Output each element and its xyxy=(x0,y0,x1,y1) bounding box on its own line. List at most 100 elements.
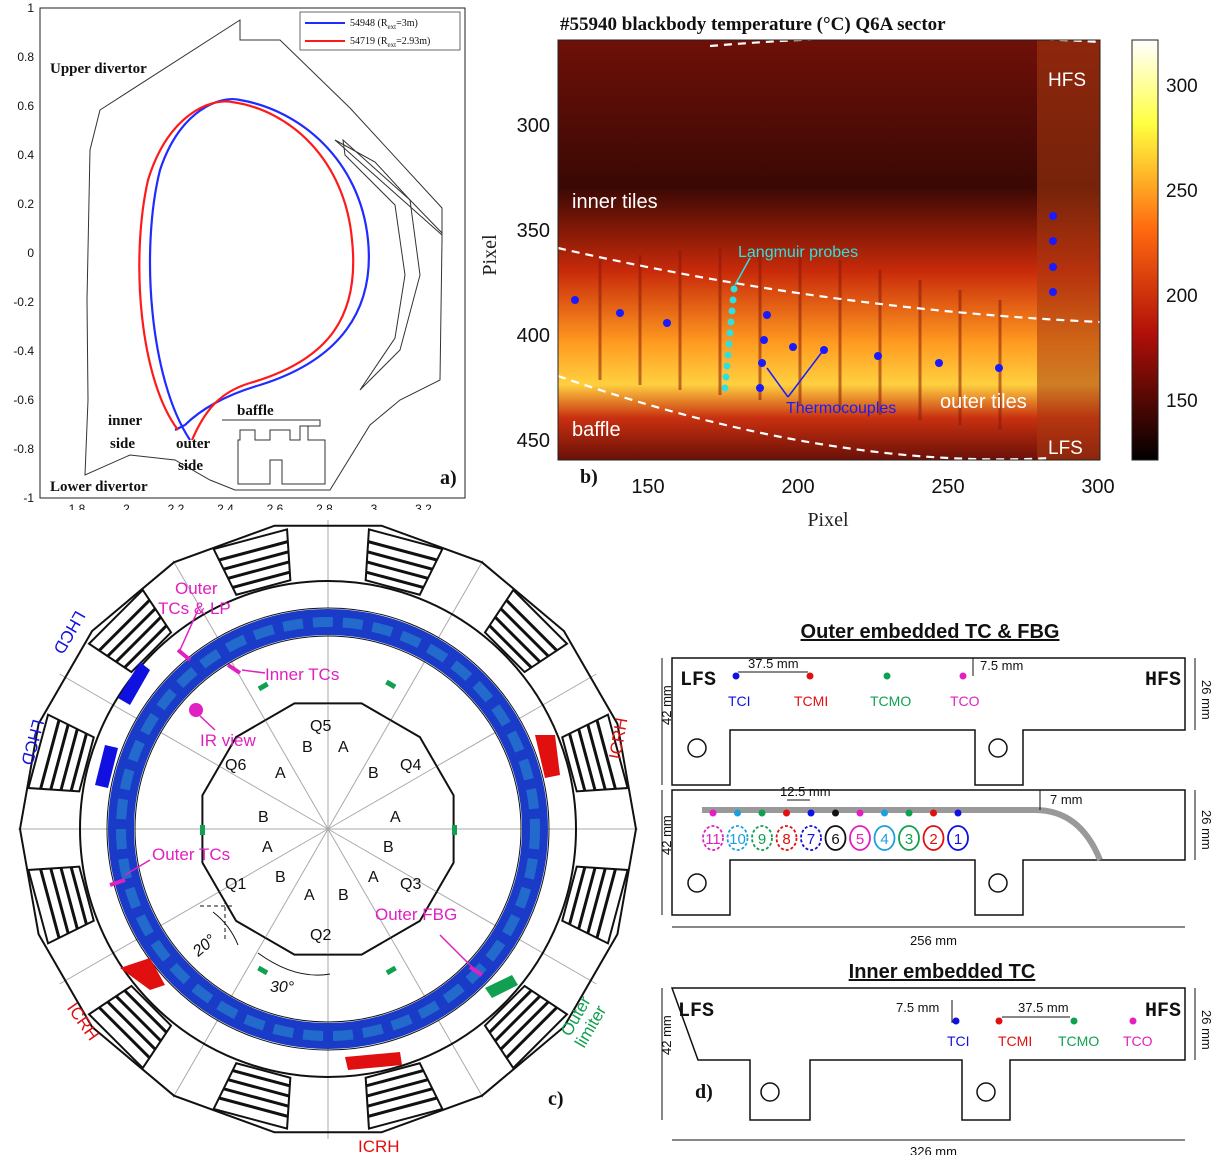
panel-a-ytick: -0.2 xyxy=(13,295,34,309)
angle-20-label: 20° xyxy=(189,931,220,961)
panel-a-label: a) xyxy=(440,467,457,489)
panel-a-legend: 54948 (Rext=3m) 54719 (Rext=2.93m) xyxy=(299,11,461,51)
colorbar-ticks: 300 250 200 150 xyxy=(1166,76,1198,412)
svg-text:7.5 mm: 7.5 mm xyxy=(896,1000,939,1015)
fbg-sensor-8 xyxy=(775,825,798,851)
inner-tcs-label: Inner TCs xyxy=(265,665,339,684)
panel-b-xtick: 200 xyxy=(781,476,814,498)
panel-a-xtick: 2.8 xyxy=(316,502,333,510)
svg-text:TCO: TCO xyxy=(950,693,980,709)
svg-text:side: side xyxy=(110,436,135,452)
langmuir-probe-dots xyxy=(721,285,738,392)
sector-q2: Q2 xyxy=(310,927,331,944)
panel-b-ylabel: Pixel xyxy=(479,234,501,276)
thermocouples-label: Thermocouples xyxy=(786,400,896,417)
panel-a-ytick: 0 xyxy=(27,246,34,260)
panel-d-diagram: Outer embedded TC & FBG LFS HFS 37.5 mm … xyxy=(659,621,1214,1155)
svg-text:26 mm: 26 mm xyxy=(1199,810,1214,850)
svg-text:12.5 mm: 12.5 mm xyxy=(780,784,831,799)
sub-sector-label: A xyxy=(262,839,273,856)
panel-b-label: b) xyxy=(580,466,598,488)
sub-sector-label: B xyxy=(368,765,379,782)
svg-text:TCMI: TCMI xyxy=(998,1033,1032,1049)
inner-embedded-title: Inner embedded TC xyxy=(849,961,1036,983)
svg-text:TCI: TCI xyxy=(728,693,751,709)
panel-a-ytick: 0.2 xyxy=(17,197,34,211)
sub-sector-label: A xyxy=(338,739,349,756)
lower-divertor-label: Lower divertor xyxy=(50,479,148,495)
fbg-sensor-10 xyxy=(726,825,749,851)
fbg-sensor-number: 4 xyxy=(880,831,888,848)
panel-a-ytick: -0.4 xyxy=(13,344,34,358)
panel-a-ytick: 0.6 xyxy=(17,99,34,113)
colorbar-tick: 250 xyxy=(1166,181,1198,202)
panel-a-xticks: 1.8 2 2.2 2.4 2.6 2.8 3 3.2 xyxy=(69,502,433,510)
sub-sector-label: A xyxy=(275,765,286,782)
baffle-label-b: baffle xyxy=(572,419,621,441)
panel-a-xtick: 2.6 xyxy=(267,502,284,510)
fbg-sensor-number: 7 xyxy=(807,831,815,848)
panel-b-xtick: 150 xyxy=(631,476,664,498)
baffle-structure xyxy=(222,419,326,485)
icrh-antenna-3 xyxy=(345,1052,402,1070)
lhcd-antenna-1 xyxy=(118,662,150,705)
baffle-label: baffle xyxy=(237,403,274,419)
colorbar-tick: 200 xyxy=(1166,286,1198,307)
lfs-label: LFS xyxy=(1048,438,1083,459)
panel-a-yticks: 1 0.8 0.6 0.4 0.2 0 -0.2 -0.4 -0.6 -0.8 -1 xyxy=(13,1,34,505)
svg-text:7.5 mm: 7.5 mm xyxy=(980,658,1023,673)
fbg-sensor-4 xyxy=(873,825,896,851)
fbg-sensor-number: 6 xyxy=(831,831,839,848)
icrh-antenna-1 xyxy=(535,735,560,778)
colorbar xyxy=(1131,39,1159,461)
fbg-sensor-9 xyxy=(751,825,773,851)
svg-text:TCMO: TCMO xyxy=(870,693,911,709)
outer-fbg-label: Outer FBG xyxy=(375,905,457,924)
outer-limiter-marker xyxy=(485,975,518,998)
panel-a-ytick: -0.6 xyxy=(13,393,34,407)
sub-sector-label: A xyxy=(368,869,379,886)
outer-tcs-label: Outer TCs xyxy=(152,845,230,864)
panel-a-ytick: 1 xyxy=(27,1,34,15)
panel-b-xtick: 300 xyxy=(1081,476,1114,498)
panel-b-ytick: 300 xyxy=(517,115,550,137)
panel-a-plot: 1 0.8 0.6 0.4 0.2 0 -0.2 -0.4 -0.6 -0.8 -1 1.8 2 2.2… xyxy=(13,1,466,510)
svg-text:TCMO: TCMO xyxy=(1058,1033,1099,1049)
svg-text:326 mm: 326 mm xyxy=(910,1144,957,1155)
svg-text:26 mm: 26 mm xyxy=(1199,1010,1214,1050)
langmuir-label: Langmuir probes xyxy=(738,244,858,261)
svg-text:54948 (Rext=3m): 54948 (Rext=3m) xyxy=(350,18,418,31)
panel-a-ytick: 0.4 xyxy=(17,148,34,162)
panel-a-ytick: -0.8 xyxy=(13,442,34,456)
panel-d-label: d) xyxy=(695,1081,713,1103)
panel-b-xticks: 150 200 250 300 xyxy=(631,476,1114,498)
outer-vessel-polygon xyxy=(18,524,638,1134)
outer-tcs-lp-label: Outer xyxy=(175,579,218,598)
fbg-sensor-2 xyxy=(922,825,945,851)
panel-b-xlabel: Pixel xyxy=(807,509,849,530)
panel-a-xtick: 1.8 xyxy=(69,502,86,510)
sub-sector-label: B xyxy=(338,887,349,904)
sector-q5: Q5 xyxy=(310,718,331,735)
panel-a-xtick: 3 xyxy=(371,502,378,510)
svg-text:37.5 mm: 37.5 mm xyxy=(748,656,799,671)
fbg-sensor-number: 5 xyxy=(856,831,864,848)
svg-text:TCI: TCI xyxy=(947,1033,970,1049)
panel-b-yticks: 300 350 400 450 xyxy=(517,115,550,452)
panel-b-ytick: 400 xyxy=(517,325,550,347)
fbg-sensor-number: 11 xyxy=(705,831,721,848)
svg-text:TCs & LP: TCs & LP xyxy=(158,599,231,618)
lfs-label-2: LFS xyxy=(678,1000,714,1023)
panel-a-ytick: 0.8 xyxy=(17,50,34,64)
fbg-sensor-3 xyxy=(898,825,920,851)
hfs-label-2: HFS xyxy=(1145,1000,1181,1023)
lhcd-antenna-2 xyxy=(95,745,118,788)
sector-q4: Q4 xyxy=(400,757,421,774)
sub-sector-label: B xyxy=(258,809,269,826)
fbg-sensor-number: 8 xyxy=(782,831,790,848)
sub-sector-label: B xyxy=(383,839,394,856)
fbg-sensors: 11 10 9 8 7 6 5 4 3 2 1 xyxy=(702,809,969,851)
sector-q1: Q1 xyxy=(225,876,246,893)
hfs-label-1: HFS xyxy=(1145,669,1181,692)
